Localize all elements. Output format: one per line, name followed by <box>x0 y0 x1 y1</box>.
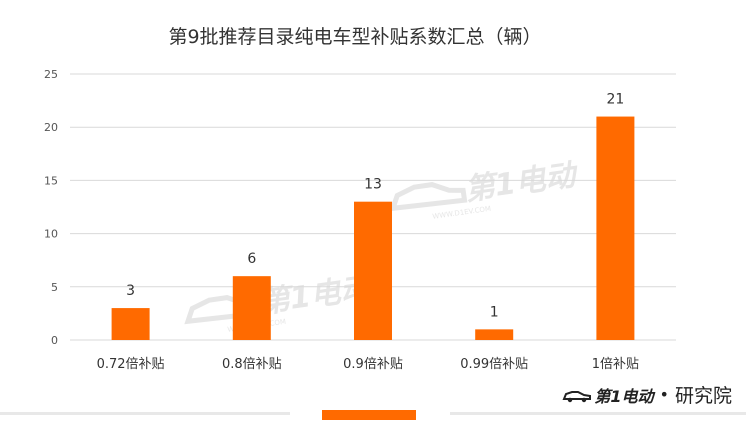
y-tick-label: 10 <box>44 228 58 241</box>
bar <box>475 329 514 340</box>
data-labels: 3 6 13 1 21 <box>126 92 624 321</box>
x-axis-ticks: 0.72倍补贴 0.8倍补贴 0.9倍补贴 0.99倍补贴 1倍补贴 <box>97 357 639 372</box>
decor-line-right <box>450 412 746 415</box>
decor-accent-bar <box>322 410 416 420</box>
x-tick-label: 1倍补贴 <box>592 357 639 372</box>
svg-text:WWW.D1EV.COM: WWW.D1EV.COM <box>432 205 492 221</box>
x-tick-label: 0.72倍补贴 <box>97 357 165 372</box>
y-tick-label: 25 <box>44 68 58 81</box>
y-tick-label: 5 <box>51 281 58 294</box>
y-tick-label: 20 <box>44 121 58 134</box>
decor-line-left <box>0 412 290 415</box>
brand-suffix: 研究院 <box>674 385 732 407</box>
x-tick-label: 0.9倍补贴 <box>343 357 403 372</box>
bar <box>111 308 150 340</box>
data-label: 21 <box>606 92 624 108</box>
svg-text:第1电动: 第1电动 <box>463 157 582 208</box>
brand-logo-text: 第1电动 <box>594 386 654 406</box>
data-label: 3 <box>126 283 135 299</box>
bar <box>232 276 271 340</box>
brand-separator: • <box>659 385 669 404</box>
car-icon <box>562 390 592 402</box>
y-tick-label: 15 <box>44 174 58 187</box>
bottom-decoration <box>0 410 746 441</box>
data-label: 13 <box>364 177 382 193</box>
brand-logo: 第1电动 <box>562 383 654 407</box>
y-axis-ticks: 0 5 10 15 20 25 <box>44 68 58 347</box>
bars <box>111 116 635 340</box>
bar <box>596 116 635 340</box>
chart-title: 第9批推荐目录纯电车型补贴系数汇总（辆） <box>168 26 541 48</box>
bar <box>354 201 392 340</box>
y-tick-label: 0 <box>51 334 58 347</box>
data-label: 6 <box>247 251 256 267</box>
x-tick-label: 0.8倍补贴 <box>222 357 282 372</box>
brand-footer: 第1电动 • 研究院 <box>562 381 732 408</box>
data-label: 1 <box>490 304 499 320</box>
x-tick-label: 0.99倍补贴 <box>460 357 528 372</box>
